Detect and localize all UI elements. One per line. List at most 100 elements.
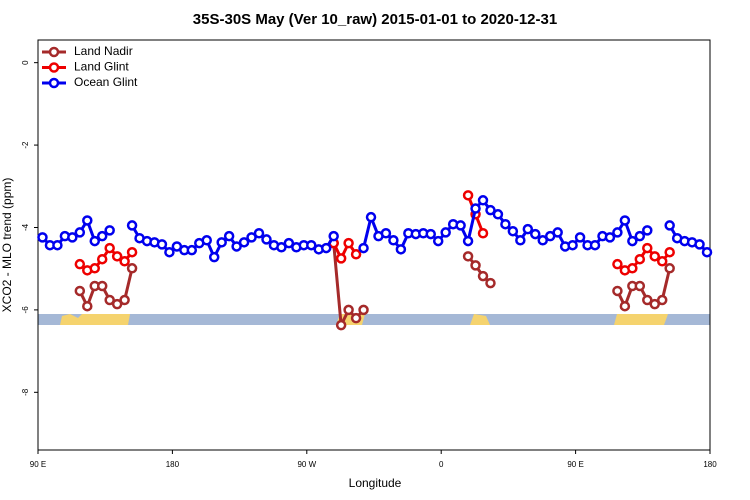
point: [253, 228, 265, 239]
point: [604, 232, 616, 243]
point: [343, 304, 354, 316]
point: [470, 203, 481, 214]
point: [89, 263, 100, 274]
x-tick-label: 90 W: [297, 460, 316, 469]
series-line: [41, 197, 709, 261]
point: [350, 312, 362, 324]
point: [365, 211, 377, 223]
point: [440, 227, 451, 238]
point: [350, 249, 362, 260]
point: [96, 253, 108, 265]
point: [432, 235, 444, 247]
map-strip: [38, 314, 710, 325]
plot-frame: [37, 39, 711, 451]
point: [306, 239, 317, 251]
x-tick-label: 90 E: [567, 460, 583, 469]
point: [82, 300, 93, 312]
point: [656, 294, 668, 306]
point: [156, 239, 168, 250]
point: [186, 244, 198, 256]
point: [515, 235, 526, 246]
point: [656, 256, 668, 267]
point: [642, 225, 653, 236]
point: [500, 218, 511, 230]
point: [619, 215, 631, 226]
point: [358, 242, 369, 254]
point: [574, 232, 586, 243]
point: [320, 242, 332, 254]
x-tick-label: 90 E: [30, 460, 46, 469]
point: [552, 227, 563, 238]
point: [634, 230, 646, 242]
point: [328, 230, 339, 242]
point: [104, 294, 115, 306]
point: [649, 251, 660, 262]
point: [485, 204, 496, 216]
point: [111, 298, 123, 310]
point: [223, 230, 235, 242]
point: [627, 235, 638, 247]
point: [612, 285, 623, 297]
point: [455, 220, 466, 231]
legend-marker: [48, 62, 60, 73]
point: [477, 270, 489, 282]
point: [283, 237, 295, 249]
point: [612, 258, 623, 270]
point: [589, 239, 601, 251]
point: [358, 304, 369, 316]
point: [567, 239, 578, 251]
point: [530, 228, 541, 240]
point: [276, 242, 287, 253]
point: [477, 195, 489, 206]
point: [126, 246, 138, 258]
point: [74, 258, 86, 270]
legend-label: Land Nadir: [74, 44, 133, 58]
point: [82, 215, 93, 226]
point: [74, 285, 86, 297]
point: [335, 319, 347, 331]
legend-label: Ocean Glint: [74, 75, 138, 89]
point: [477, 228, 489, 239]
x-tick-label: 180: [703, 460, 717, 469]
point: [619, 300, 631, 312]
point: [111, 251, 123, 262]
legend-label: Land Glint: [74, 60, 129, 74]
point: [664, 263, 675, 274]
point: [52, 239, 63, 251]
point: [649, 298, 660, 310]
point: [238, 237, 250, 248]
y-tick-label: -4: [21, 223, 30, 231]
y-axis-label: XCO2 - MLO trend (ppm): [0, 178, 14, 313]
point: [470, 260, 481, 271]
legend-marker: [48, 46, 60, 58]
point: [380, 228, 392, 239]
x-tick-label: 0: [439, 460, 444, 469]
legend-marker: [48, 77, 60, 89]
point: [201, 235, 212, 246]
x-axis-label: Longitude: [349, 476, 402, 490]
point: [664, 220, 675, 231]
point: [642, 242, 653, 254]
point: [537, 235, 548, 246]
point: [627, 263, 638, 274]
point: [462, 190, 474, 201]
land-shape: [60, 314, 668, 325]
point: [634, 280, 646, 292]
chart-title: 35S-30S May (Ver 10_raw) 2015-01-01 to 2…: [193, 11, 557, 28]
point: [37, 232, 48, 243]
point: [67, 232, 78, 243]
point: [119, 256, 130, 267]
point: [492, 209, 504, 220]
point: [74, 227, 86, 238]
point: [462, 251, 474, 262]
point: [208, 251, 220, 263]
point: [89, 235, 100, 247]
point: [612, 227, 623, 238]
point: [485, 277, 496, 289]
point: [462, 235, 474, 247]
y-tick-label: -6: [21, 306, 30, 314]
point: [104, 242, 115, 254]
point: [343, 237, 354, 249]
point: [261, 234, 272, 245]
point: [104, 225, 115, 236]
